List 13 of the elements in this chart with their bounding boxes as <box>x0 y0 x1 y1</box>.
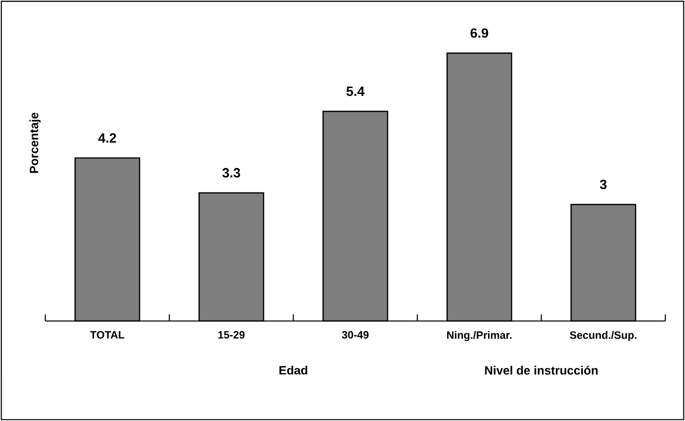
x-tick-label: 15-29 <box>218 331 245 339</box>
data-label: 3 <box>600 180 607 190</box>
x-tick-label: Ning./Primar. <box>447 331 512 342</box>
y-axis-title: Porcentaje <box>29 112 41 173</box>
x-tick-label: Secund./Sup. <box>570 331 636 341</box>
data-label: 3.3 <box>222 168 240 178</box>
text: Edad <box>279 366 308 375</box>
x-tick-label: TOTAL <box>90 331 124 339</box>
data-label: 5.4 <box>346 86 365 96</box>
data-label: 6.9 <box>470 28 488 38</box>
text: Nivel de instrucción <box>485 366 598 375</box>
data-label: 4.2 <box>98 133 116 143</box>
x-tick-label: 30-49 <box>342 331 369 339</box>
